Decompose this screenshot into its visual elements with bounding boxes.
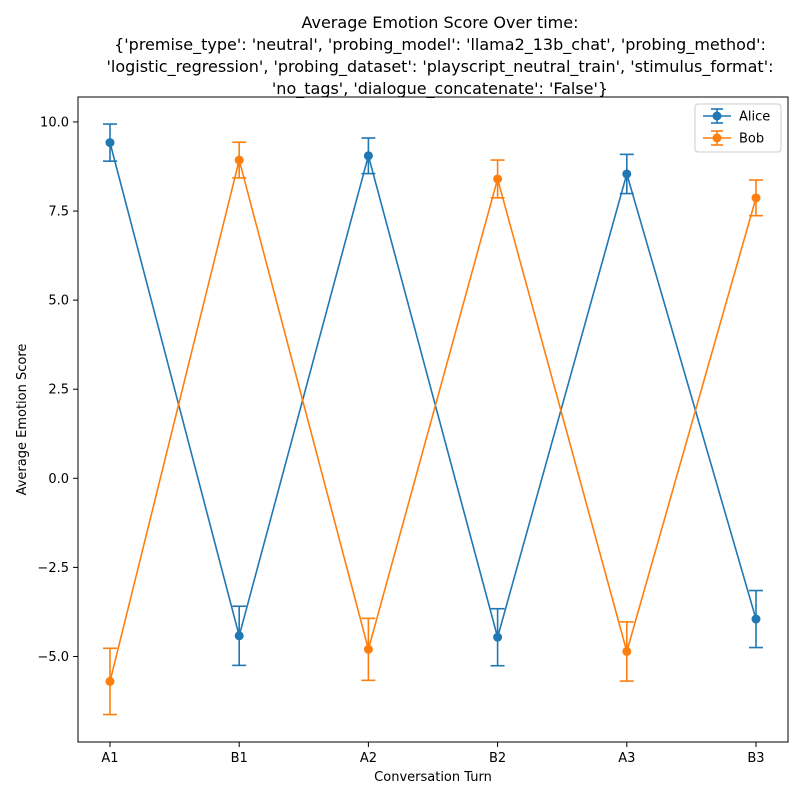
x-tick-label: A1 (101, 751, 118, 766)
y-tick-label: 5.0 (48, 294, 69, 309)
series-layer (103, 123, 763, 716)
legend: Alice Bob (694, 103, 782, 153)
plot-area: A1 B1 A2 B2 A3 B3 −5.0 −2.5 0.0 2.5 5.0 7.5 10.0 (37, 96, 789, 766)
series-alice (103, 123, 763, 667)
y-tick-label: 0.0 (48, 472, 69, 487)
chart-title-line-2: {'premise_type': 'neutral', 'probing_mod… (114, 35, 766, 55)
data-point (363, 644, 373, 654)
y-tick-label: −5.0 (37, 650, 69, 665)
data-point (234, 155, 244, 165)
y-tick-label: 2.5 (48, 383, 69, 398)
data-point (622, 646, 632, 656)
y-tick-label: −2.5 (37, 561, 69, 576)
chart-title-line-4: 'no_tags', 'dialogue_concatenate': 'Fals… (272, 79, 608, 99)
legend-label: Bob (739, 132, 764, 147)
legend-entries: Alice Bob (703, 108, 770, 147)
legend-entry-alice: Alice (703, 108, 770, 125)
data-point (493, 174, 503, 184)
chart-title-line-1: Average Emotion Score Over time: (301, 13, 578, 32)
x-axis-ticks: A1 B1 A2 B2 A3 B3 (101, 742, 765, 766)
data-point (105, 138, 115, 148)
series-line (109, 159, 757, 682)
x-axis-label: Conversation Turn (374, 770, 492, 785)
y-axis-ticks: −5.0 −2.5 0.0 2.5 5.0 7.5 10.0 (37, 115, 78, 665)
data-point (622, 169, 632, 179)
data-point (751, 614, 761, 624)
x-tick-label: B1 (231, 751, 248, 766)
x-tick-label: A2 (360, 751, 377, 766)
plot-frame (77, 96, 789, 743)
y-axis-label: Average Emotion Score (15, 344, 30, 496)
data-point (363, 151, 373, 161)
series-line (109, 142, 757, 639)
x-tick-label: A3 (618, 751, 635, 766)
data-point (751, 193, 761, 203)
legend-entry-bob: Bob (703, 130, 764, 147)
chart-title-line-3: 'logistic_regression', 'probing_dataset'… (106, 57, 773, 77)
legend-marker (712, 133, 722, 143)
y-tick-label: 7.5 (48, 205, 69, 220)
series-bob (103, 141, 763, 716)
data-point (105, 676, 115, 686)
x-tick-label: B3 (747, 751, 764, 766)
data-point (234, 631, 244, 641)
x-tick-label: B2 (489, 751, 506, 766)
data-point (493, 632, 503, 642)
legend-marker (712, 111, 722, 121)
legend-label: Alice (739, 110, 770, 125)
y-tick-label: 10.0 (40, 115, 69, 130)
